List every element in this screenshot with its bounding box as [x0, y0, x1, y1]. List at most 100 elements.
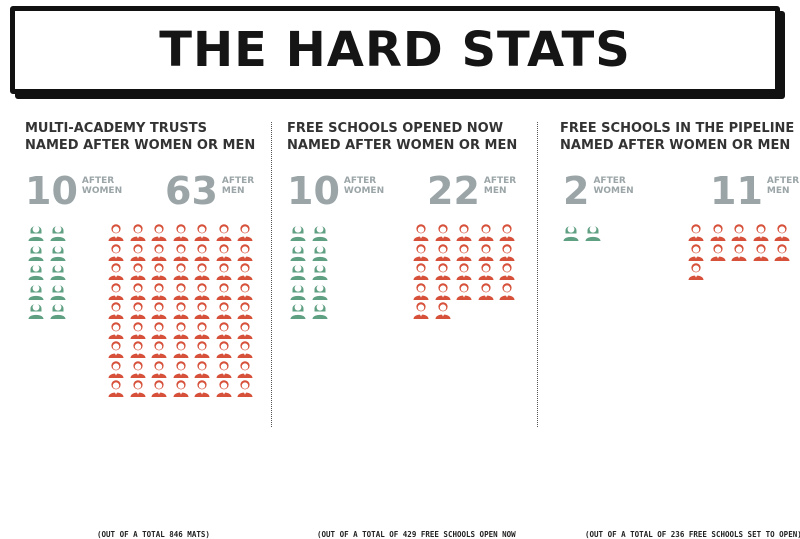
man-icon — [216, 302, 231, 319]
man-icon — [173, 380, 188, 397]
panel-heading: FREE SCHOOLS OPENED NOW NAMED AFTER WOME… — [287, 120, 547, 154]
women-label: AFTER WOMEN — [593, 176, 633, 196]
heading-line: FREE SCHOOLS IN THE PIPELINE — [560, 121, 795, 136]
heading-line: FREE SCHOOLS OPENED NOW — [287, 121, 504, 136]
label-line: AFTER — [766, 176, 800, 186]
man-icon — [194, 224, 210, 241]
women-stat: 10 AFTER WOMEN — [25, 172, 122, 210]
man-icon — [478, 243, 493, 261]
man-icon — [456, 282, 472, 300]
man-icon — [173, 341, 188, 358]
title-banner: THE HARD STATS — [10, 6, 780, 94]
man-icon — [413, 282, 429, 300]
man-icon — [173, 321, 188, 339]
man-icon — [499, 243, 515, 261]
woman-icon — [585, 225, 601, 241]
man-icon — [130, 282, 145, 300]
man-icon — [108, 341, 124, 358]
men-stat: 11 AFTER MEN — [710, 172, 799, 210]
woman-icon — [563, 225, 579, 241]
man-icon — [173, 282, 188, 300]
label-line: AFTER — [343, 176, 377, 186]
footnote: (OUT OF A TOTAL 846 MATS) — [97, 530, 210, 539]
man-icon — [435, 263, 450, 280]
woman-icon — [50, 284, 66, 300]
heading-line: NAMED AFTER WOMEN OR MEN — [287, 138, 518, 153]
woman-icon — [50, 245, 66, 261]
man-icon — [130, 380, 145, 397]
man-icon — [194, 282, 210, 300]
man-icon — [108, 263, 124, 280]
man-icon — [151, 321, 167, 339]
man-icon — [688, 243, 704, 261]
woman-icon — [312, 303, 328, 319]
man-icon — [237, 224, 253, 241]
label-line: MEN — [483, 186, 507, 196]
man-icon — [130, 321, 145, 339]
man-icon — [688, 263, 704, 280]
man-icon — [478, 224, 493, 241]
man-icon — [216, 243, 231, 261]
label-line: WOMEN — [343, 186, 385, 196]
men-label: AFTER MEN — [484, 176, 516, 196]
man-icon — [237, 341, 253, 358]
woman-icon — [28, 245, 44, 261]
man-icon — [108, 224, 124, 241]
man-icon — [413, 263, 429, 280]
woman-icon — [312, 245, 328, 261]
man-icon — [216, 360, 231, 378]
man-icon — [108, 321, 124, 339]
man-icon — [194, 380, 210, 397]
man-icon — [130, 302, 145, 319]
label-line: AFTER — [483, 176, 517, 186]
woman-icon — [50, 225, 66, 241]
man-icon — [151, 282, 167, 300]
man-icon — [194, 243, 210, 261]
man-icon — [130, 224, 145, 241]
man-icon — [413, 243, 429, 261]
man-icon — [237, 321, 253, 339]
women-count: 10 — [287, 169, 340, 213]
man-icon — [173, 224, 188, 241]
panel-heading: FREE SCHOOLS IN THE PIPELINE NAMED AFTER… — [560, 120, 800, 154]
man-icon — [499, 263, 515, 280]
man-icon — [173, 263, 188, 280]
man-icon — [194, 321, 210, 339]
man-icon — [237, 243, 253, 261]
man-icon — [108, 380, 124, 397]
man-icon — [108, 243, 124, 261]
man-icon — [753, 243, 768, 261]
man-icon — [413, 224, 429, 241]
footnote: (OUT OF A TOTAL OF 429 FREE SCHOOLS OPEN… — [317, 530, 516, 539]
man-icon — [710, 243, 725, 261]
man-icon — [774, 224, 790, 241]
panel-divider — [271, 122, 272, 427]
man-icon — [130, 263, 145, 280]
man-icon — [435, 224, 450, 241]
man-icon — [151, 341, 167, 358]
men-count: 11 — [710, 169, 763, 213]
man-icon — [151, 224, 167, 241]
man-icon — [499, 224, 515, 241]
man-icon — [194, 360, 210, 378]
man-icon — [216, 263, 231, 280]
man-icon — [731, 243, 747, 261]
man-icon — [216, 341, 231, 358]
women-stat: 2 AFTER WOMEN — [563, 172, 634, 210]
man-icon — [237, 263, 253, 280]
page-title: THE HARD STATS — [159, 22, 631, 78]
label-line: MEN — [221, 186, 245, 196]
woman-icon — [28, 303, 44, 319]
man-icon — [478, 263, 493, 280]
panel-divider — [537, 122, 538, 427]
man-icon — [151, 243, 167, 261]
man-icon — [151, 263, 167, 280]
man-icon — [151, 360, 167, 378]
man-icon — [499, 282, 515, 300]
man-icon — [456, 263, 472, 280]
man-icon — [194, 341, 210, 358]
women-label: AFTER WOMEN — [82, 176, 122, 196]
man-icon — [151, 380, 167, 397]
heading-line: NAMED AFTER WOMEN OR MEN — [560, 138, 791, 153]
man-icon — [413, 302, 429, 319]
